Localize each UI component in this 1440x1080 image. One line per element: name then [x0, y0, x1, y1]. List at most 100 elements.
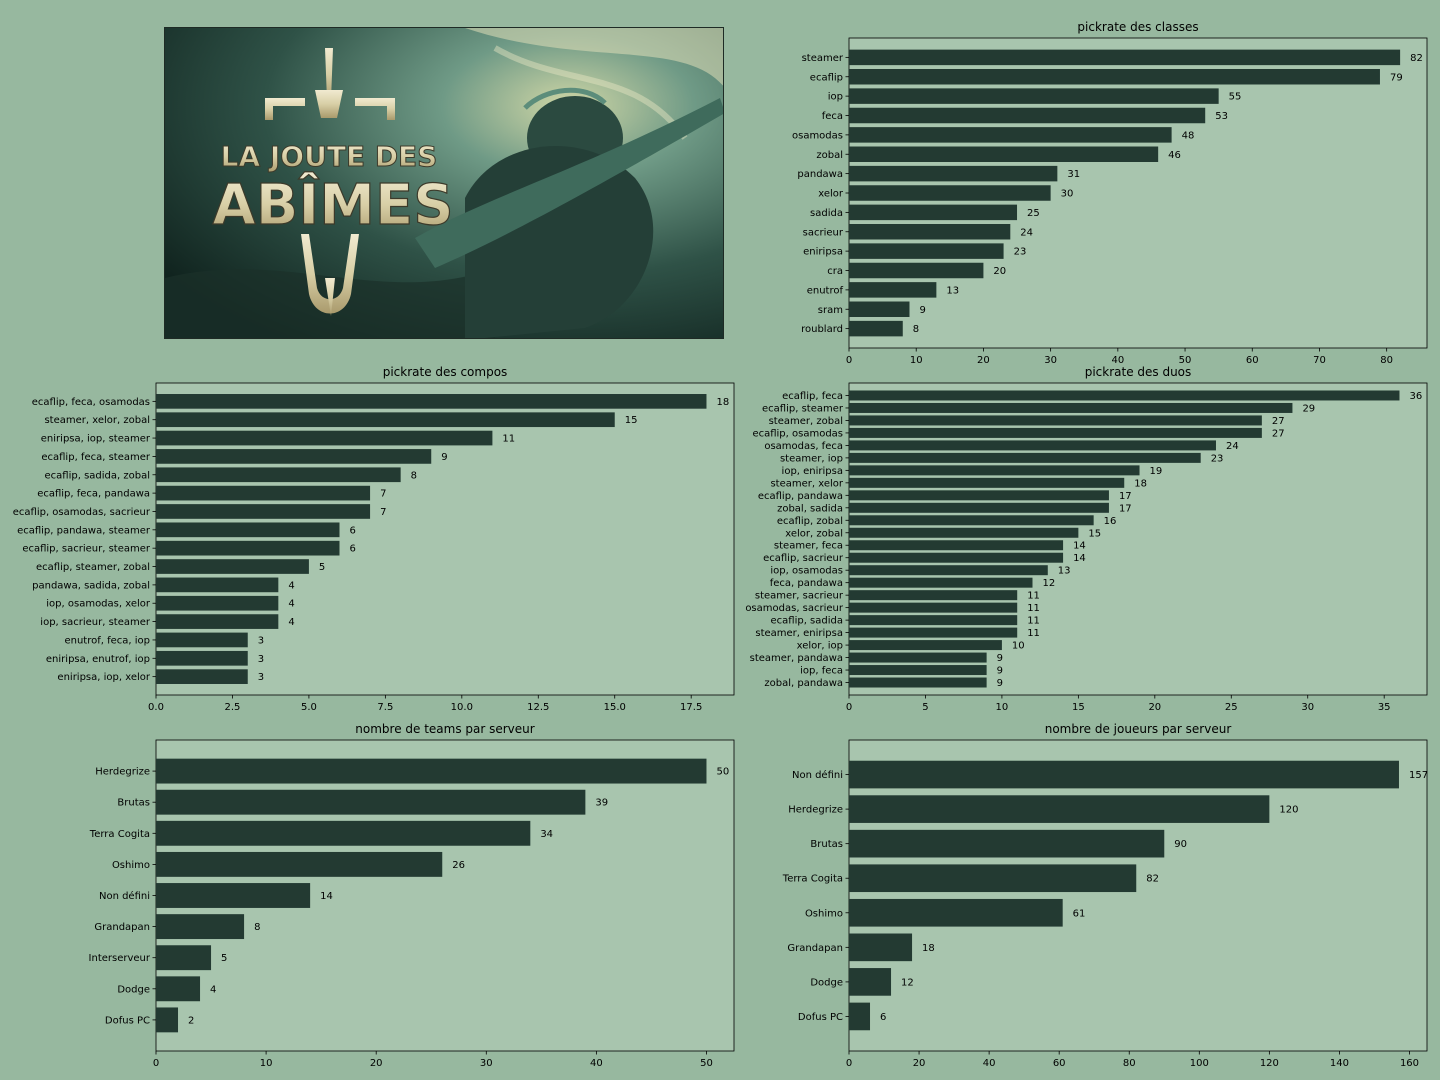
- data-label: 6: [349, 525, 355, 536]
- category-label: zobal, sadida: [777, 503, 843, 514]
- category-label: eniripsa, iop, steamer: [41, 434, 151, 445]
- category-label: iop: [828, 92, 843, 103]
- bar-feca: [849, 107, 1206, 124]
- bar-steamer-zobal: [849, 415, 1262, 426]
- data-label: 9: [997, 666, 1003, 677]
- category-label: cra: [827, 266, 843, 277]
- bar-ecaflip-sacrieur: [849, 552, 1064, 563]
- data-label: 12: [1042, 578, 1055, 589]
- category-label: zobal, pandawa: [764, 678, 843, 689]
- bar-ecaflip-sadida: [849, 615, 1018, 626]
- x-tick-label: 20: [370, 1058, 383, 1069]
- category-label: sacrieur: [803, 227, 844, 238]
- data-label: 13: [1058, 566, 1071, 577]
- data-label: 2: [188, 1015, 194, 1026]
- bar-sacrieur: [849, 224, 1011, 240]
- data-label: 20: [993, 266, 1006, 277]
- data-label: 53: [1215, 111, 1228, 122]
- x-tick-label: 10: [996, 702, 1009, 713]
- data-label: 11: [1027, 616, 1040, 627]
- bar-oshimo: [849, 898, 1063, 927]
- data-label: 11: [1027, 603, 1040, 614]
- data-label: 12: [901, 977, 914, 988]
- category-label: steamer, xelor, zobal: [44, 415, 150, 426]
- category-label: Terra Cogita: [89, 829, 150, 840]
- x-tick-label: 50: [1179, 355, 1192, 366]
- bar-dofus-pc: [849, 1002, 871, 1031]
- category-label: roublard: [801, 324, 843, 335]
- data-label: 9: [997, 678, 1003, 689]
- category-label: ecaflip, sadida: [771, 616, 844, 627]
- x-tick-label: 25: [1225, 702, 1238, 713]
- bar-ecaflip-sadida-zobal: [156, 467, 401, 483]
- x-tick-label: 35: [1378, 702, 1391, 713]
- x-tick-label: 30: [480, 1058, 493, 1069]
- category-label: eniripsa, iop, xelor: [57, 672, 150, 683]
- x-tick-label: 40: [590, 1058, 603, 1069]
- bar-steamer-eniripsa: [849, 627, 1018, 638]
- category-label: ecaflip, osamodas, sacrieur: [13, 507, 151, 518]
- category-label: ecaflip, steamer, zobal: [36, 562, 150, 573]
- x-tick-label: 5.0: [301, 702, 317, 713]
- data-label: 4: [210, 984, 216, 995]
- data-label: 14: [1073, 541, 1086, 552]
- category-label: pandawa, sadida, zobal: [32, 580, 150, 591]
- data-label: 27: [1272, 428, 1285, 439]
- bar-eniripsa: [849, 243, 1004, 259]
- data-label: 23: [1014, 247, 1027, 258]
- category-label: enutrof: [807, 285, 844, 296]
- bar-dofus-pc: [156, 1007, 179, 1033]
- bar-ecaflip-osamodas-sacrieur: [156, 504, 371, 519]
- data-label: 8: [254, 922, 260, 933]
- data-label: 4: [288, 617, 294, 628]
- bar-zobal: [849, 146, 1159, 162]
- data-label: 39: [595, 798, 608, 809]
- category-label: ecaflip, sacrieur: [763, 553, 844, 564]
- category-label: iop, sacrieur, steamer: [40, 617, 151, 628]
- bar-brutas: [156, 789, 586, 815]
- data-label: 29: [1302, 403, 1315, 414]
- data-label: 18: [922, 943, 935, 954]
- x-tick-label: 17.5: [680, 702, 702, 713]
- data-label: 8: [411, 470, 417, 481]
- category-label: Dofus PC: [105, 1015, 150, 1026]
- x-tick-label: 15: [1072, 702, 1085, 713]
- chart-title: pickrate des duos: [1085, 365, 1192, 379]
- chart-title: pickrate des compos: [383, 365, 508, 379]
- x-tick-label: 60: [1053, 1058, 1066, 1069]
- bar-zobal-sadida: [849, 502, 1109, 513]
- category-label: ecaflip: [810, 72, 843, 83]
- bar-ecaflip-pandawa: [849, 490, 1109, 501]
- plot-area: [848, 739, 1428, 1052]
- category-label: xelor: [818, 189, 844, 200]
- x-tick-label: 120: [1260, 1058, 1279, 1069]
- bar-steamer: [849, 49, 1401, 66]
- data-label: 17: [1119, 503, 1132, 514]
- data-label: 55: [1229, 92, 1242, 103]
- category-label: steamer, sacrieur: [755, 591, 844, 602]
- x-tick-label: 30: [1301, 702, 1314, 713]
- data-label: 17: [1119, 491, 1132, 502]
- data-label: 36: [1409, 391, 1422, 402]
- data-label: 5: [319, 562, 325, 573]
- bar-sadida: [849, 204, 1018, 221]
- bar-terra-cogita: [156, 820, 531, 846]
- bar-pandawa-sadida-zobal: [156, 577, 279, 593]
- category-label: steamer: [802, 53, 844, 64]
- x-tick-label: 30: [1044, 355, 1057, 366]
- data-label: 7: [380, 507, 386, 518]
- data-label: 14: [320, 891, 333, 902]
- bar-iop: [849, 88, 1219, 104]
- category-label: sadida: [810, 208, 843, 219]
- bar-terra-cogita: [849, 864, 1137, 893]
- banner-artwork: LA JOUTE DES ABÎMES: [165, 28, 723, 338]
- bar-osamodas-sacrieur: [849, 602, 1018, 613]
- logo-emblem: LA JOUTE DES ABÎMES: [212, 48, 454, 316]
- data-label: 61: [1073, 908, 1086, 919]
- bar-osamodas: [849, 127, 1172, 143]
- bar-non-defini: [849, 760, 1399, 789]
- bar-eniripsa-iop-steamer: [156, 430, 493, 446]
- bar-iop-eniripsa: [849, 465, 1140, 476]
- category-label: Oshimo: [112, 860, 150, 871]
- data-label: 34: [540, 829, 553, 840]
